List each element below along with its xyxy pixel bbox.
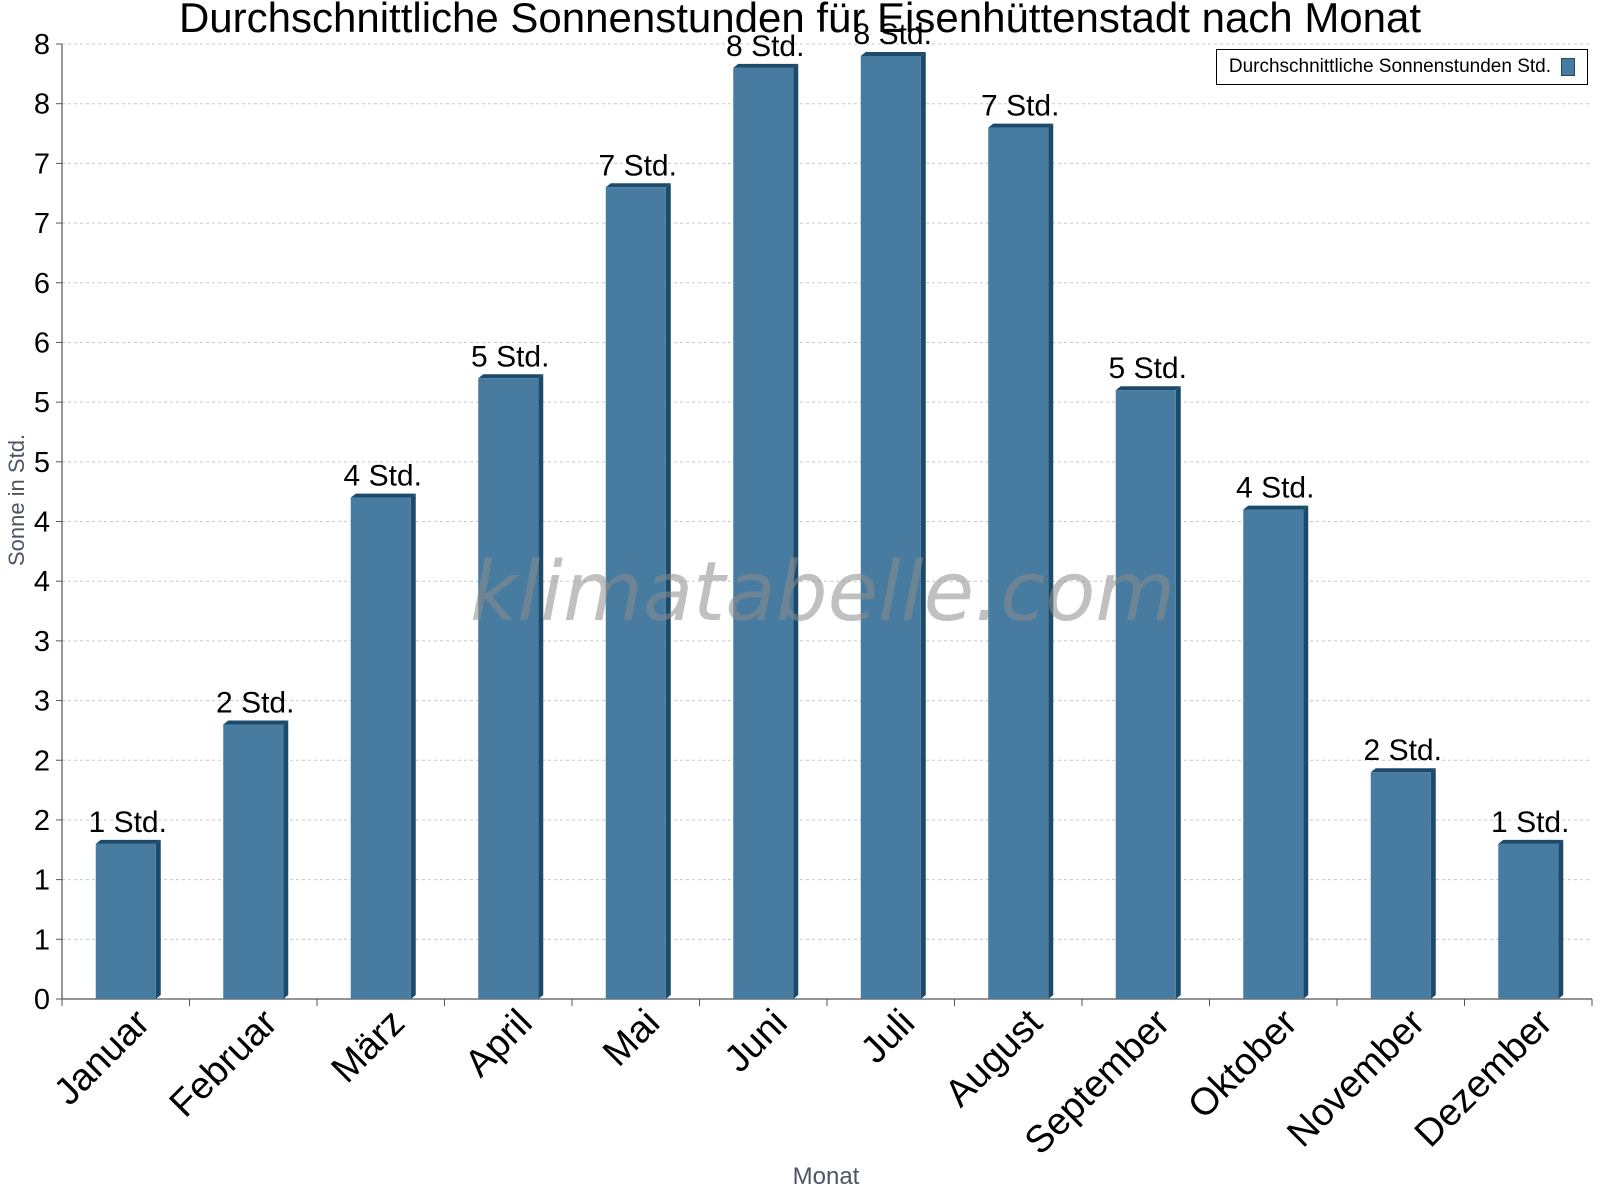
data-label: 1 Std. (1491, 806, 1569, 839)
bar-side (665, 183, 671, 999)
y-tick-label: 1 (34, 924, 50, 956)
bar (988, 127, 1049, 999)
chart-title: Durchschnittliche Sonnenstunden für Eise… (178, 0, 1422, 41)
y-tick-label: 2 (34, 805, 50, 837)
y-tick-label: 3 (34, 686, 50, 718)
y-tick-label: 2 (34, 745, 50, 777)
x-tick-label: Mai (595, 1002, 668, 1075)
data-label: 2 Std. (216, 686, 294, 719)
x-tick-label: Oktober (1180, 1001, 1306, 1127)
x-tick-label: November (1279, 1001, 1433, 1155)
data-label: 8 Std. (854, 18, 932, 51)
bar-top (605, 183, 671, 188)
bar-top (478, 374, 544, 379)
bar-top (860, 51, 926, 56)
bar-side (283, 720, 289, 999)
y-tick-label: 7 (34, 208, 50, 240)
y-tick-label: 4 (34, 566, 50, 598)
bar-side (538, 374, 544, 999)
x-tick-label: Dezember (1407, 1001, 1561, 1155)
x-axis-title: Monat (792, 1163, 860, 1190)
x-tick-label: August (937, 1001, 1051, 1115)
y-tick-label: 4 (34, 507, 50, 539)
bar-side (920, 51, 926, 999)
bar (223, 724, 284, 999)
bar-side (1558, 839, 1564, 999)
bar (605, 187, 666, 999)
bar-side (1048, 123, 1054, 999)
x-tick-label: Januar (46, 1001, 158, 1113)
x-tick-label: April (457, 1002, 540, 1085)
legend-label: Durchschnittliche Sonnenstunden Std. (1228, 56, 1551, 77)
bar-top (223, 720, 289, 725)
bar-side (1430, 768, 1436, 999)
bar-top (1243, 505, 1309, 510)
bar-side (793, 63, 799, 999)
bar-top (1498, 839, 1564, 844)
y-tick-label: 5 (34, 387, 50, 419)
bar (1243, 509, 1304, 999)
y-tick-label: 8 (34, 29, 50, 61)
bar-top (1115, 386, 1181, 391)
x-tick-label: Februar (162, 1001, 286, 1125)
x-tick-label: Juli (853, 1002, 923, 1072)
data-label: 5 Std. (1109, 352, 1187, 385)
data-label: 5 Std. (471, 340, 549, 373)
data-label: 4 Std. (1236, 472, 1314, 505)
bar (350, 497, 411, 999)
y-tick-label: 5 (34, 447, 50, 479)
bar-side (1175, 386, 1181, 999)
bar (860, 55, 921, 999)
y-axis-title-text: Sonne in Std. (4, 433, 29, 567)
bar-side (1303, 505, 1309, 999)
y-tick-label: 7 (34, 148, 50, 180)
bar-side (155, 839, 161, 999)
bar (1498, 843, 1559, 999)
data-label: 7 Std. (599, 149, 677, 182)
data-label: 8 Std. (726, 30, 804, 63)
bar-top (1370, 768, 1436, 773)
chart-legend: Durchschnittliche Sonnenstunden Std. (1215, 49, 1588, 85)
legend-swatch (1561, 58, 1575, 76)
bar-side (410, 493, 416, 999)
y-tick-label: 6 (34, 327, 50, 359)
data-label: 1 Std. (89, 806, 167, 839)
data-label: 7 Std. (981, 90, 1059, 123)
data-label: 2 Std. (1364, 734, 1442, 767)
x-tick-label: Juni (717, 1002, 796, 1081)
bar (95, 843, 156, 999)
bar-top (350, 493, 416, 498)
bar-top (95, 839, 161, 844)
bar-top (733, 63, 799, 68)
bar (1115, 390, 1176, 999)
bar (733, 67, 794, 999)
watermark-text: klimatabelle.com (470, 545, 1176, 640)
y-tick-label: 3 (34, 626, 50, 658)
y-tick-label: 8 (34, 89, 50, 121)
y-tick-label: 1 (34, 865, 50, 897)
y-tick-label: 6 (34, 268, 50, 300)
bar (1370, 772, 1431, 999)
y-tick-label: 0 (34, 984, 50, 1016)
bar-top (988, 123, 1054, 128)
x-tick-label: März (324, 1002, 413, 1091)
bar (478, 378, 539, 999)
data-label: 4 Std. (344, 460, 422, 493)
